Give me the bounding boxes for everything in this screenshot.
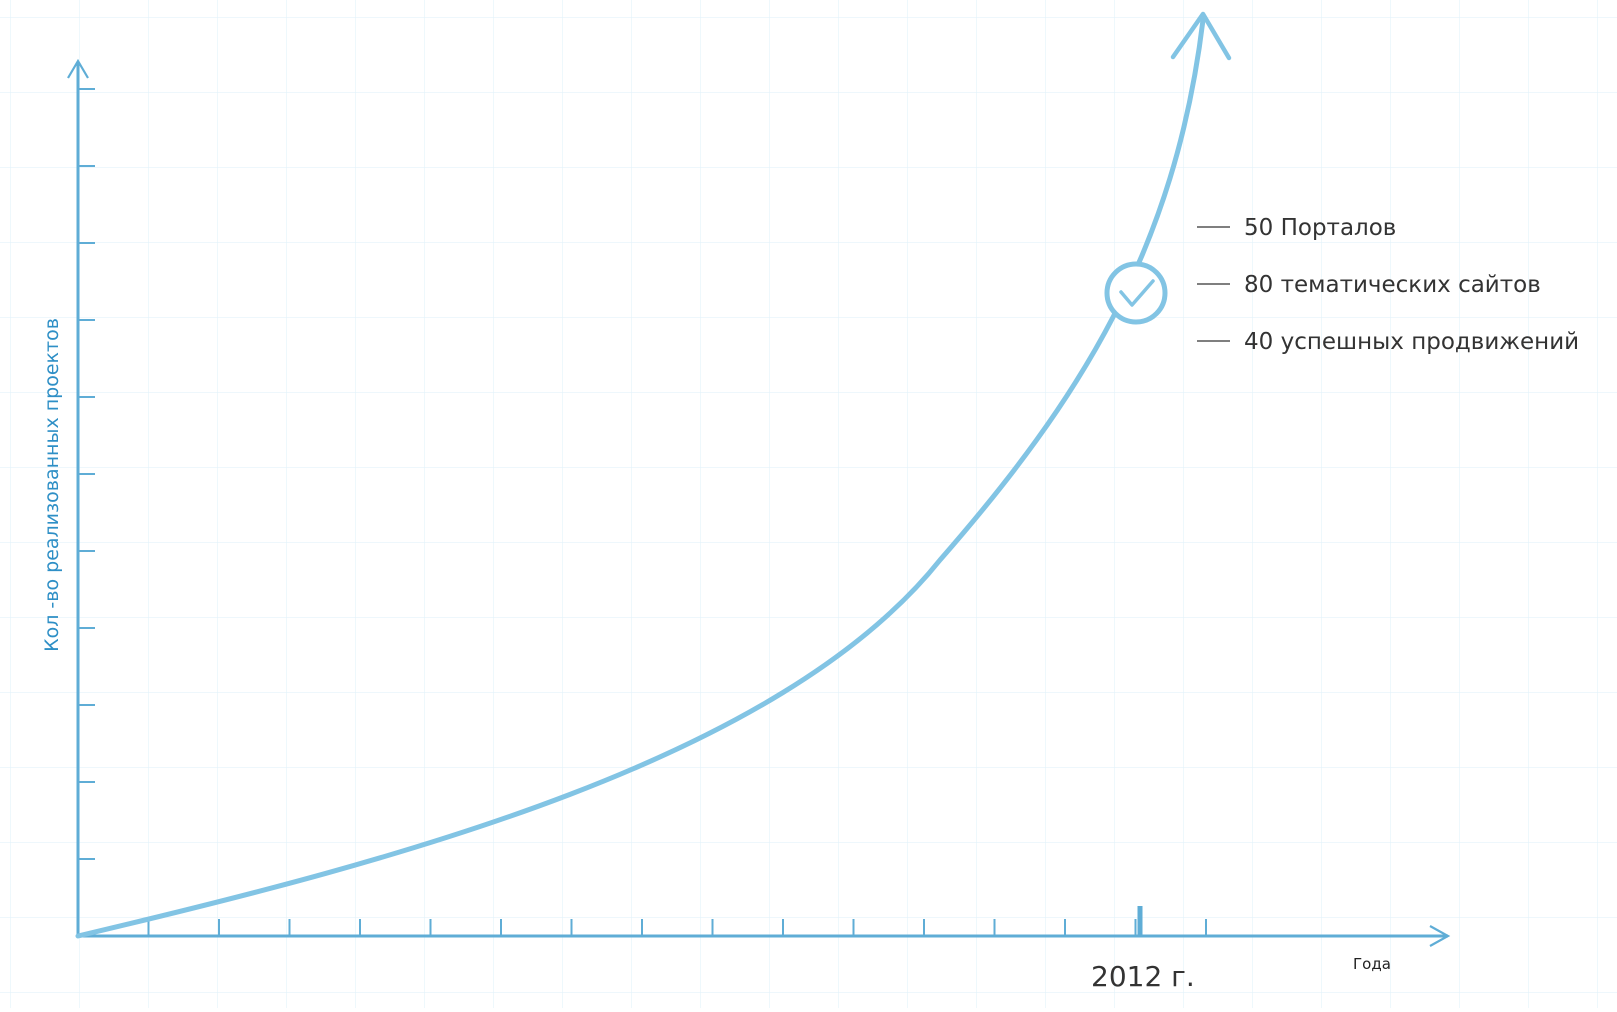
annotation-portals: 50 Порталов <box>1244 215 1396 241</box>
year-label: 2012 г. <box>1091 960 1195 993</box>
curve-arrow-icon <box>1170 11 1232 61</box>
y-axis-arrow-icon <box>67 58 89 79</box>
growth-curve <box>75 17 1206 939</box>
x-axis-arrow-icon <box>1429 925 1451 947</box>
check-circle-icon <box>1104 261 1168 325</box>
annotations: 50 Порталов 80 тематических сайтов 40 ус… <box>1197 215 1579 355</box>
y-axis-ticks <box>78 88 95 860</box>
annotation-promotions: 40 успешных продвижений <box>1244 329 1579 355</box>
annotation-thematic-sites: 80 тематических сайтов <box>1244 272 1541 298</box>
x-axis-ticks <box>147 919 1207 936</box>
y-axis-label: Кол -во реализованных проектов <box>41 318 63 652</box>
x-axis-label: Года <box>1353 955 1391 973</box>
